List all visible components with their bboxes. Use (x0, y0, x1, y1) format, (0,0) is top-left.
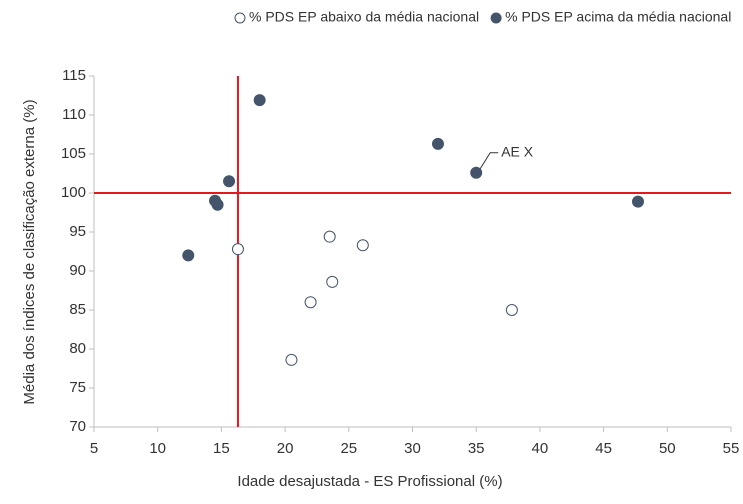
legend-label: % PDS EP abaixo da média nacional (249, 9, 479, 25)
y-tick-label: 100 (61, 184, 86, 201)
x-tick-label: 15 (213, 440, 230, 457)
x-tick-label: 50 (659, 440, 676, 457)
point (431, 137, 444, 150)
x-tick-label: 5 (90, 440, 98, 457)
point (231, 243, 244, 256)
y-tick-label: 75 (69, 379, 86, 396)
point (211, 198, 224, 211)
y-tick-label: 115 (62, 67, 86, 84)
point (326, 275, 339, 288)
x-tick-label: 25 (340, 440, 357, 457)
x-tick-label: 30 (404, 440, 421, 457)
x-tick-label: 55 (723, 440, 740, 457)
x-tick-label: 10 (149, 440, 166, 457)
legend-marker (234, 12, 246, 24)
point (253, 94, 266, 107)
x-tick-label: 35 (468, 440, 485, 457)
point (631, 195, 644, 208)
y-axis-label: Média dos índices de clasificação extern… (21, 99, 38, 404)
point (505, 304, 518, 316)
annotation-leader (479, 152, 499, 169)
legend-marker (490, 12, 502, 24)
point (323, 230, 336, 243)
y-tick-label: 95 (69, 223, 86, 240)
x-tick-label: 20 (277, 440, 294, 457)
point (285, 353, 298, 366)
point (304, 296, 317, 309)
x-tick-label: 40 (532, 440, 549, 457)
x-tick-label: 45 (595, 440, 612, 457)
y-tick-label: 110 (62, 106, 86, 123)
y-tick-label: 90 (69, 262, 86, 279)
y-tick-label: 105 (61, 145, 86, 162)
legend-label: % PDS EP acima da média nacional (505, 9, 731, 25)
y-tick-label: 85 (69, 301, 86, 318)
x-axis-label: Idade desajustada - ES Profissional (%) (237, 473, 502, 490)
point (356, 239, 369, 252)
y-tick-label: 80 (69, 340, 86, 357)
annotation: AE X (501, 143, 534, 159)
y-tick-label: 70 (69, 418, 86, 435)
point (470, 166, 483, 179)
point (182, 249, 195, 262)
point (223, 175, 236, 188)
